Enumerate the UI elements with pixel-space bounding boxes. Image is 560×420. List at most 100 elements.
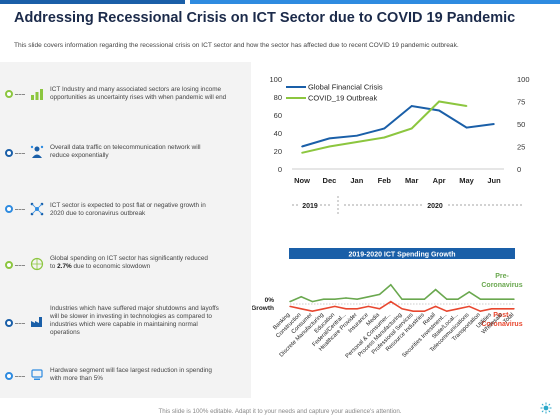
bullet-circle xyxy=(5,205,13,213)
data-point xyxy=(289,300,291,303)
data-point xyxy=(434,305,437,308)
data-point xyxy=(401,298,403,300)
data-point xyxy=(289,305,291,308)
connector-dash xyxy=(15,94,25,95)
series-line-1 xyxy=(301,104,495,148)
slide-subtitle: This slide covers information regarding … xyxy=(14,42,459,49)
data-point xyxy=(378,293,381,296)
connector-dash xyxy=(15,153,25,154)
data-point xyxy=(345,308,347,310)
data-point xyxy=(434,288,437,291)
data-point xyxy=(513,308,515,310)
data-point xyxy=(502,298,504,300)
data-point xyxy=(410,127,413,130)
series-label: Post- xyxy=(493,312,511,319)
data-point xyxy=(334,298,336,300)
data-point xyxy=(301,152,303,154)
data-point xyxy=(410,105,413,107)
legend-label: Global Financial Crisis xyxy=(308,83,383,92)
left-panel: ICT Industry and many associated sectors… xyxy=(0,62,251,398)
data-point xyxy=(390,300,392,303)
x-tick-label: Feb xyxy=(378,176,392,185)
globe-money-icon xyxy=(30,257,44,271)
data-point xyxy=(468,305,470,308)
x-tick-label: Now xyxy=(294,176,310,185)
year-label: 2020 xyxy=(427,203,443,210)
chart-title-bar xyxy=(289,248,515,259)
item-5-text: Industries which have suffered major shu… xyxy=(50,305,219,336)
chart-bars-icon xyxy=(31,89,43,100)
y-left-tick-label: 100 xyxy=(269,75,282,84)
series-label: Coronavirus xyxy=(481,282,522,289)
network-person-icon xyxy=(30,145,44,158)
connector-dash xyxy=(15,376,25,377)
data-point xyxy=(345,297,347,299)
data-point xyxy=(300,296,302,298)
item-1-text: ICT Industry and many associated sectors… xyxy=(50,86,227,101)
hardware-icon xyxy=(31,369,43,380)
x-tick-label: Apr xyxy=(433,176,446,185)
data-point xyxy=(490,298,493,300)
x-tick-label: Jan xyxy=(350,176,363,185)
series-line-2 xyxy=(301,100,467,154)
data-point xyxy=(502,308,504,310)
sun-logo-icon xyxy=(540,402,552,414)
ict-network-icon xyxy=(30,202,44,216)
ict-spending-growth-chart: 2019-2020 ICT Spending Growth 0%Growth Pre… xyxy=(252,248,523,360)
slide-title: Addressing Recessional Crisis on ICT Sec… xyxy=(14,10,516,26)
data-point xyxy=(446,310,448,312)
data-point xyxy=(465,126,468,129)
data-point xyxy=(356,298,358,300)
data-point xyxy=(490,308,493,310)
bullet-circle xyxy=(5,372,13,380)
data-point xyxy=(438,100,440,103)
y-left-tick-label: 20 xyxy=(274,147,282,156)
data-point xyxy=(334,305,336,308)
data-point xyxy=(468,291,470,293)
data-point xyxy=(322,308,325,310)
item-6-text: Hardware segment will face largest reduc… xyxy=(50,367,212,382)
footer-note: This slide is 100% editable. Adapt it to… xyxy=(158,408,402,415)
y-right-tick-label: 25 xyxy=(517,143,525,152)
factory-icon xyxy=(31,317,42,327)
data-point xyxy=(412,310,414,312)
y-left-tick-label: 80 xyxy=(274,93,282,102)
data-point xyxy=(301,145,303,148)
data-point xyxy=(322,298,325,300)
data-point xyxy=(328,145,331,148)
data-point xyxy=(300,308,302,310)
data-point xyxy=(328,137,331,140)
x-tick-label: Dec xyxy=(323,176,337,185)
data-point xyxy=(513,298,515,300)
data-point xyxy=(383,136,386,139)
series-line-2 xyxy=(289,300,514,313)
connector-dash xyxy=(15,209,25,210)
data-point xyxy=(438,109,440,112)
data-point xyxy=(356,134,358,137)
data-point xyxy=(356,308,358,310)
data-point xyxy=(457,298,459,300)
bullet-circle xyxy=(5,319,13,327)
data-point xyxy=(479,298,482,300)
data-point xyxy=(446,298,448,300)
item-4-text: Global spending on ICT sector has signif… xyxy=(50,255,208,270)
zero-label: Growth xyxy=(252,305,274,312)
y-right-tick-label: 100 xyxy=(517,75,530,84)
chart-title: 2019-2020 ICT Spending Growth xyxy=(349,251,456,258)
item-2-text: Overall data traffic on telecommunicatio… xyxy=(50,144,201,159)
legend-label: COVID_19 Outbreak xyxy=(308,94,377,103)
data-point xyxy=(423,298,426,300)
y-right-tick-label: 75 xyxy=(517,98,525,107)
series-label: Coronavirus xyxy=(481,321,522,328)
zero-label: 0% xyxy=(265,297,275,304)
data-point xyxy=(401,308,403,310)
data-point xyxy=(412,298,414,300)
y-left-tick-label: 60 xyxy=(274,111,282,120)
data-point xyxy=(311,300,314,303)
data-point xyxy=(378,308,381,310)
crisis-comparison-chart: 0 20 40 60 80 100 0 25 50 75 100 Now Dec Jan Feb Mar Apr… xyxy=(269,75,530,214)
bullet-circle xyxy=(5,261,13,269)
data-point xyxy=(311,310,314,312)
data-point xyxy=(423,310,426,312)
data-point xyxy=(479,310,482,312)
